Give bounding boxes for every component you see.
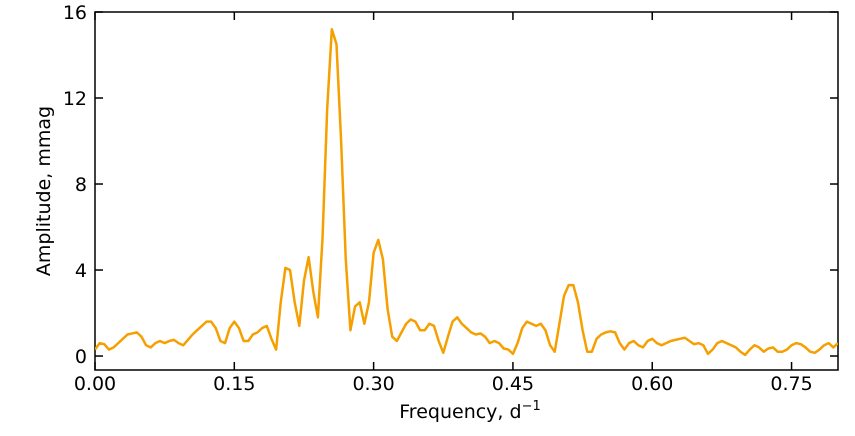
- y-tick-label: 8: [75, 174, 87, 196]
- y-tick-label: 0: [75, 346, 87, 368]
- x-label-text: Frequency, d: [399, 401, 521, 423]
- y-tick-label: 16: [63, 2, 87, 24]
- y-tick-label: 4: [75, 260, 87, 282]
- plot-frame: [94, 11, 839, 371]
- x-axis-label: Frequency, d−1: [399, 399, 540, 423]
- x-tick-label: 0.45: [492, 373, 534, 395]
- spectrum-line: [95, 27, 838, 357]
- x-tick-label: 0.30: [352, 373, 394, 395]
- x-label-superscript: −1: [522, 399, 541, 414]
- x-tick-label: 0.60: [631, 373, 673, 395]
- x-tick-label: 0.15: [213, 373, 255, 395]
- y-axis-label: Amplitude, mmag: [33, 106, 55, 276]
- x-tick-label: 0.00: [74, 373, 116, 395]
- y-tick-label: 12: [63, 88, 87, 110]
- x-tick-label: 0.75: [770, 373, 812, 395]
